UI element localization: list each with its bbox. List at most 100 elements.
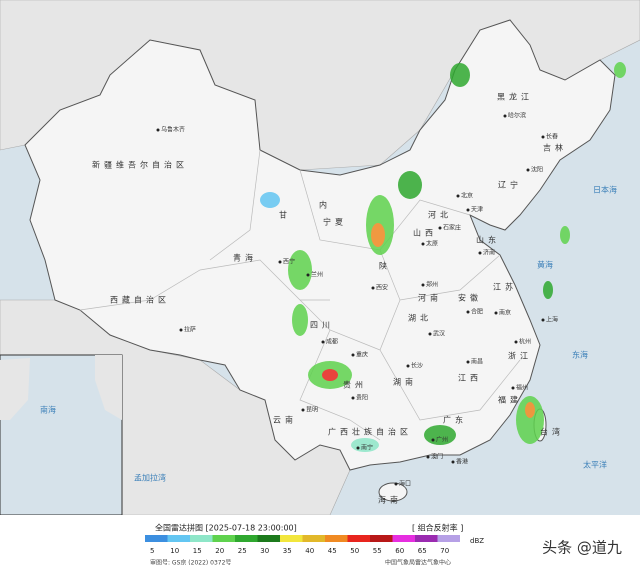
city-label: 西宁 — [283, 258, 295, 266]
legend-value: 60 — [395, 547, 404, 555]
city-dot — [278, 260, 282, 264]
legend: 5 10 15 20 25 30 35 40 45 50 55 60 65 70 — [145, 535, 460, 555]
city-label: 北京 — [461, 192, 473, 200]
city-dot — [456, 194, 460, 198]
city-dot — [466, 208, 470, 212]
sea-label: 南海 — [40, 405, 56, 415]
map-title: 全国雷达拼图 [2025-07-18 23:00:00] — [155, 523, 297, 533]
city-label: 济南 — [483, 249, 495, 257]
legend-swatch — [325, 535, 348, 542]
radar-echoes — [260, 62, 626, 452]
region-label: 河南 — [418, 293, 442, 303]
city-label: 澳门 — [431, 453, 443, 461]
legend-swatch — [235, 535, 258, 542]
city-dot — [179, 328, 183, 332]
city-dot — [494, 311, 498, 315]
city-label: 天津 — [471, 207, 483, 214]
unit-label: dBZ — [470, 537, 484, 545]
region-label: 广东 — [443, 415, 467, 425]
region-label: 黑龙江 — [497, 92, 533, 102]
city-dot — [421, 242, 425, 246]
city-dot — [321, 340, 325, 344]
inset-land — [0, 355, 122, 420]
city-dot — [306, 273, 310, 277]
legend-swatch — [145, 535, 168, 542]
city-dot — [421, 283, 425, 287]
legend-swatch — [190, 535, 213, 542]
region-label: 吉林 — [543, 143, 567, 153]
legend-value: 35 — [283, 547, 292, 555]
city-label: 乌鲁木齐 — [161, 126, 185, 134]
legend-swatch — [370, 535, 393, 542]
legend-swatch — [257, 535, 280, 542]
city-dot — [394, 482, 398, 486]
city-dot — [541, 135, 545, 139]
approval-number: 审图号: GS京 (2022) 0372号 — [150, 559, 231, 567]
legend-swatch — [347, 535, 370, 542]
legend-value: 15 — [193, 547, 202, 555]
legend-swatch — [415, 535, 438, 542]
city-dot — [451, 460, 455, 464]
legend-value: 70 — [440, 547, 449, 555]
city-label: 郑州 — [426, 281, 438, 289]
city-label: 南昌 — [471, 358, 483, 366]
legend-value: 5 — [150, 547, 154, 555]
region-label: 台湾 — [540, 427, 564, 437]
city-dot — [431, 438, 435, 442]
legend-swatch — [280, 535, 303, 542]
city-label: 长春 — [546, 133, 558, 141]
sea-label: 日本海 — [593, 185, 617, 195]
legend-value: 10 — [170, 547, 179, 555]
region-label: 安徽 — [458, 293, 482, 303]
region-label: 江西 — [458, 374, 482, 383]
city-dot — [301, 408, 305, 412]
legend-swatch — [167, 535, 190, 542]
city-label: 太原 — [426, 240, 438, 248]
city-label: 贵阳 — [356, 394, 368, 402]
product-name: [ 组合反射率 ] — [412, 523, 463, 533]
legend-value: 25 — [238, 547, 247, 555]
legend-value: 45 — [328, 547, 337, 555]
region-label: 陕 — [379, 261, 391, 271]
city-dot — [478, 251, 482, 255]
city-dot — [511, 386, 515, 390]
city-dot — [156, 128, 160, 132]
legend-value: 50 — [350, 547, 359, 555]
region-label: 福建 — [498, 395, 522, 405]
city-label: 香港 — [456, 458, 468, 466]
region-label: 宁夏 — [323, 217, 347, 227]
sea-label: 东海 — [572, 350, 588, 360]
region-label: 湖南 — [393, 377, 417, 387]
legend-value: 65 — [418, 547, 427, 555]
city-label: 长沙 — [411, 362, 423, 370]
region-label: 山西 — [413, 228, 437, 238]
legend-value: 30 — [260, 547, 269, 555]
city-label: 西安 — [376, 284, 388, 292]
city-label: 昆明 — [306, 407, 318, 414]
city-dot — [406, 364, 410, 368]
city-label: 沈阳 — [531, 166, 543, 174]
region-label: 青海 — [233, 253, 257, 263]
city-label: 石家庄 — [443, 224, 461, 232]
source: 中国气象局雷达气象中心 — [385, 559, 451, 567]
city-dot — [371, 286, 375, 290]
region-label: 甘 — [279, 210, 291, 220]
region-label: 海南 — [378, 495, 402, 505]
city-dot — [426, 455, 430, 459]
city-dot — [438, 226, 442, 230]
sea-label: 孟加拉湾 — [134, 473, 166, 483]
region-label: 西藏自治区 — [110, 295, 170, 305]
region-label: 山东 — [476, 235, 500, 245]
region-label: 新疆维吾尔自治区 — [92, 160, 188, 170]
city-label: 南宁 — [361, 444, 373, 452]
city-dot — [541, 318, 545, 322]
city-dot — [351, 396, 355, 400]
city-label: 哈尔滨 — [508, 112, 526, 120]
city-dot — [428, 332, 432, 336]
sea-label: 太平洋 — [583, 460, 607, 470]
legend-swatch — [437, 535, 460, 542]
city-dot — [514, 340, 518, 344]
region-label: 四川 — [310, 321, 334, 330]
